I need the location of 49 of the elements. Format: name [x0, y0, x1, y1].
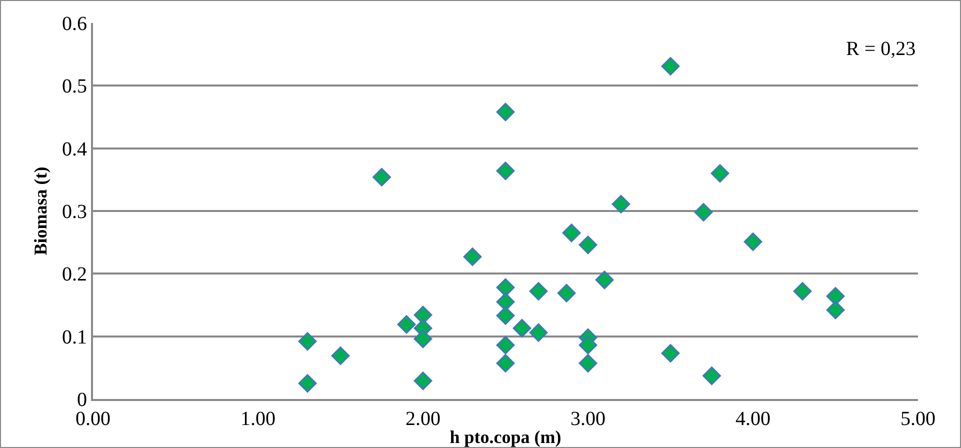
- y-tick-label: 0.5: [62, 76, 87, 98]
- x-tick-label: 4.00: [736, 408, 770, 430]
- annotation: R = 0,23: [846, 38, 916, 60]
- y-tick-label: 0.3: [62, 201, 87, 223]
- point: [702, 366, 721, 386]
- x-tick-label: 1.00: [240, 408, 276, 430]
- point: [414, 372, 432, 390]
- point: [512, 318, 532, 338]
- x-tick-label: 3.00: [570, 408, 606, 430]
- point: [298, 374, 317, 393]
- point: [331, 346, 350, 365]
- point: [414, 330, 432, 348]
- point: [298, 332, 317, 351]
- x-tick-label: 0.00: [76, 408, 110, 430]
- point: [463, 248, 482, 266]
- y-tick-label: 0.4: [62, 138, 87, 160]
- point: [595, 270, 614, 290]
- y-axis-title: Biomasa (t): [30, 166, 51, 256]
- point: [578, 236, 598, 254]
- point: [661, 344, 680, 362]
- point: [793, 282, 812, 300]
- point: [557, 284, 576, 302]
- point: [529, 323, 548, 342]
- point: [744, 232, 762, 251]
- point: [496, 102, 515, 122]
- point: [710, 164, 730, 183]
- point: [826, 300, 845, 320]
- x-tick-label: 5.00: [900, 408, 936, 430]
- y-tick-label: 0.1: [62, 326, 87, 348]
- point: [578, 336, 598, 354]
- point: [661, 57, 680, 76]
- point: [397, 315, 416, 334]
- point: [578, 354, 598, 372]
- point: [496, 336, 515, 354]
- point: [529, 282, 548, 300]
- point: [694, 203, 713, 222]
- point: [496, 306, 515, 325]
- x-tick-label: 2.00: [406, 408, 440, 430]
- point: [496, 354, 515, 372]
- point: [612, 194, 630, 214]
- y-tick-label: 0.2: [62, 264, 87, 286]
- x-axis-title: h pto.copa (m): [450, 427, 562, 447]
- point: [496, 278, 515, 297]
- point: [496, 162, 515, 180]
- point: [372, 168, 391, 186]
- point: [826, 287, 845, 306]
- y-tick-label: 0: [77, 389, 87, 411]
- y-tick-label: 0.6: [62, 13, 87, 35]
- point: [562, 224, 581, 242]
